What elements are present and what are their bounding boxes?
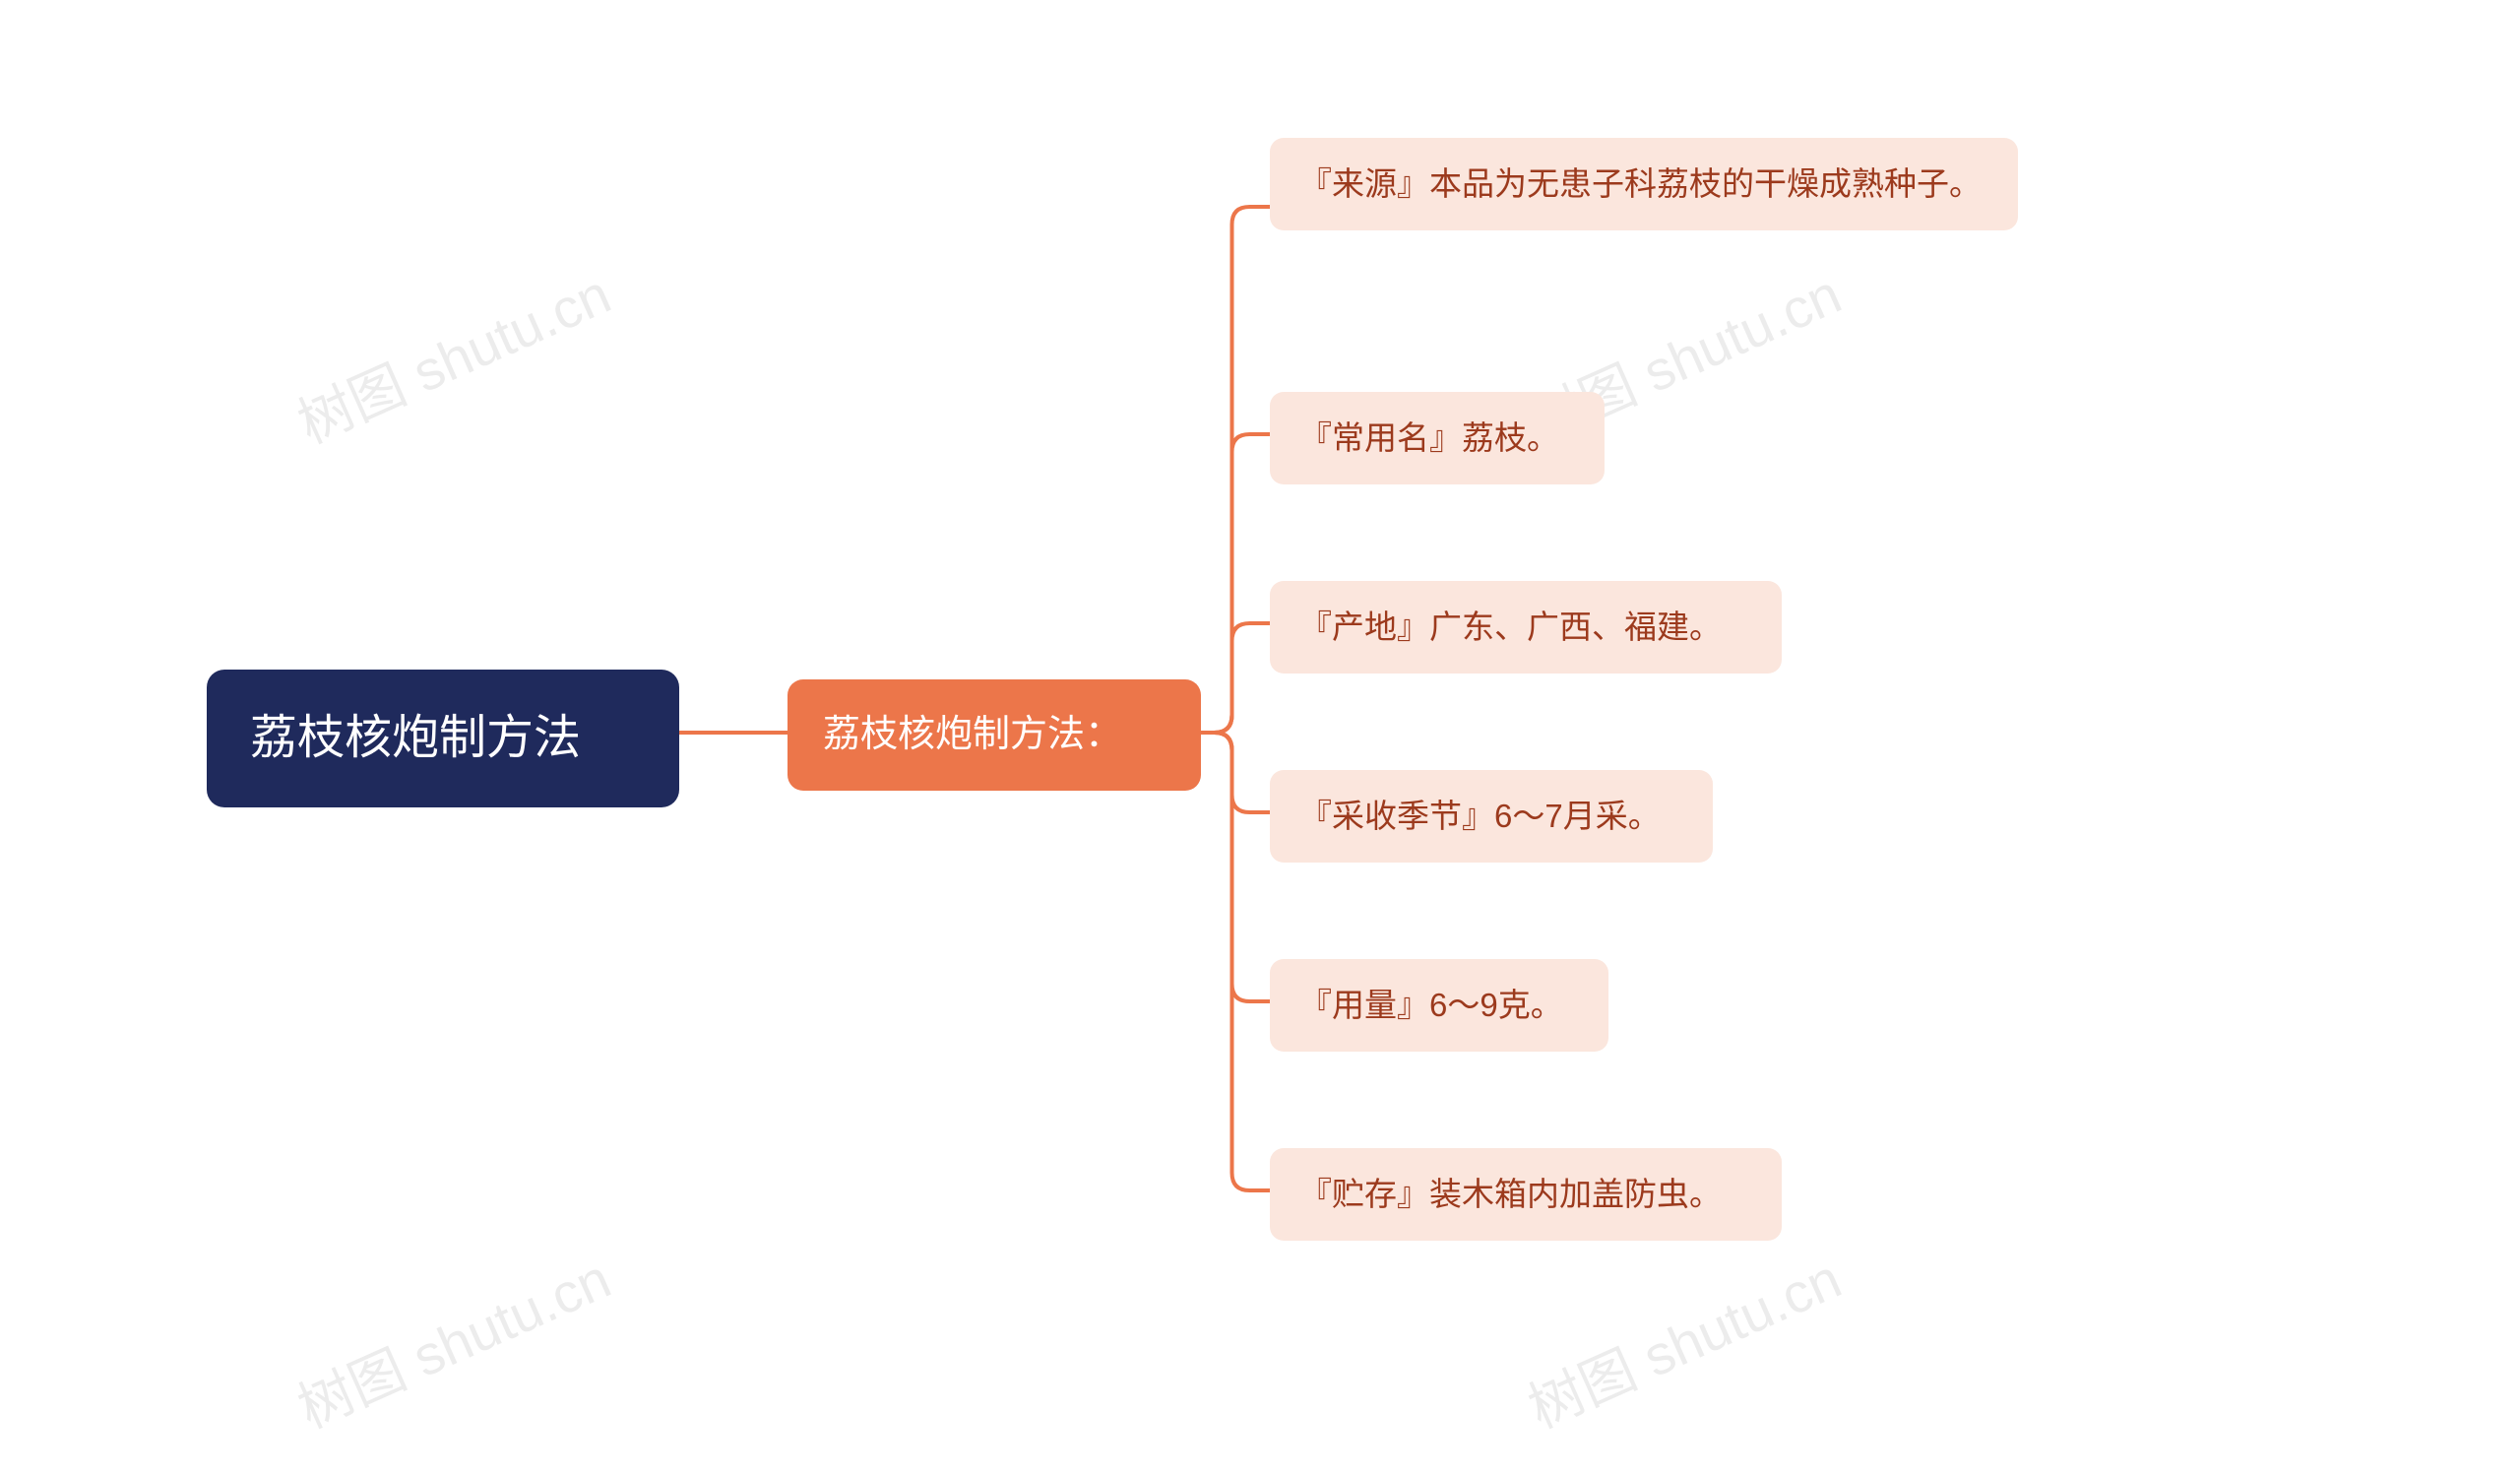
mindmap-leaf-node[interactable]: 『用量』6～9克。 xyxy=(1270,959,1608,1052)
mindmap-leaf-node[interactable]: 『贮存』装木箱内加盖防虫。 xyxy=(1270,1148,1782,1241)
watermark: 树图 shutu.cn xyxy=(1514,1236,1852,1444)
leaf-label: 『常用名』荔枝。 xyxy=(1299,414,1559,463)
leaf-label: 『贮存』装木箱内加盖防虫。 xyxy=(1299,1170,1722,1219)
mindmap-root-node[interactable]: 荔枝核炮制方法 xyxy=(207,670,679,807)
watermark: 树图 shutu.cn xyxy=(284,251,621,460)
mindmap-leaf-node[interactable]: 『采收季节』6～7月采。 xyxy=(1270,770,1713,863)
leaf-label: 『采收季节』6～7月采。 xyxy=(1299,792,1661,841)
mindmap-branch-node[interactable]: 荔枝核炮制方法： xyxy=(788,679,1201,791)
leaf-label: 『产地』广东、广西、福建。 xyxy=(1299,603,1722,652)
leaf-label: 『用量』6～9克。 xyxy=(1299,981,1563,1030)
watermark: 树图 shutu.cn xyxy=(284,1236,621,1444)
mindmap-leaf-node[interactable]: 『来源』本品为无患子科荔枝的干燥成熟种子。 xyxy=(1270,138,2018,230)
mindmap-canvas: 树图 shutu.cn 树图 shutu.cn 树图 shutu.cn 树图 s… xyxy=(0,0,2520,1476)
mindmap-leaf-node[interactable]: 『产地』广东、广西、福建。 xyxy=(1270,581,1782,674)
mindmap-leaf-node[interactable]: 『常用名』荔枝。 xyxy=(1270,392,1605,484)
root-label: 荔枝核炮制方法 xyxy=(250,703,581,774)
branch-label: 荔枝核炮制方法： xyxy=(823,707,1122,763)
leaf-label: 『来源』本品为无患子科荔枝的干燥成熟种子。 xyxy=(1299,160,1982,209)
